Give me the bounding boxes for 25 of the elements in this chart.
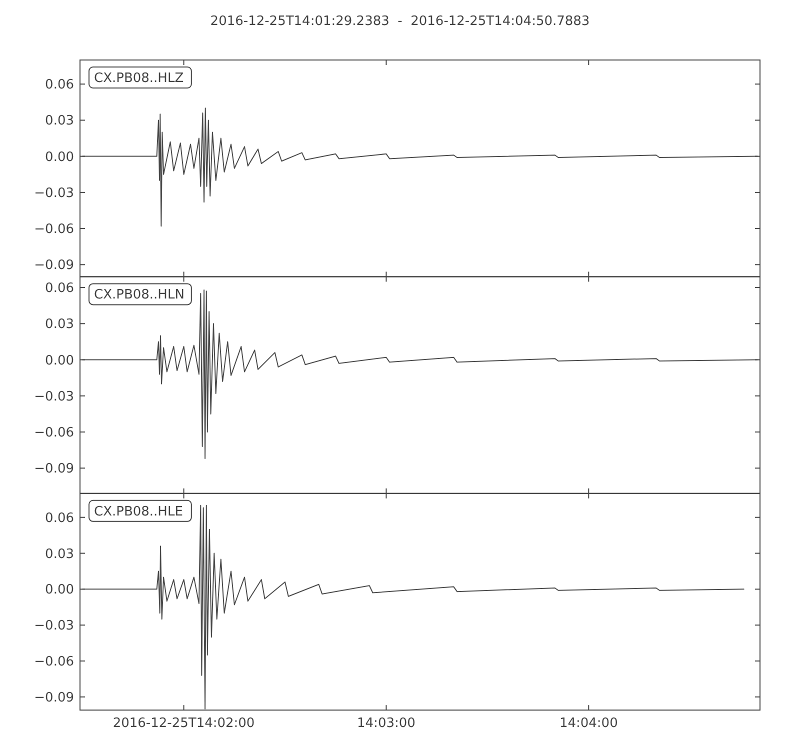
annotation: CX.PB08..HLN bbox=[94, 288, 184, 303]
y-tick-label: 0.03 bbox=[45, 546, 74, 562]
y-tick-label: −0.06 bbox=[34, 426, 74, 441]
annotation: CX.PB08..HLE bbox=[94, 504, 183, 520]
y-tick-label: −0.03 bbox=[34, 186, 74, 201]
chart-title: 2016-12-25T14:01:29.2383 - 2016-12-25T14:04:50.7883 bbox=[210, 14, 590, 29]
y-tick-label: −0.09 bbox=[34, 258, 74, 274]
y-tick-label: −0.03 bbox=[34, 618, 74, 634]
y-tick-label: 0.00 bbox=[45, 582, 74, 598]
x-tick-label: 2016-12-25T14:02:00 bbox=[112, 716, 255, 732]
y-tick-label: −0.09 bbox=[34, 462, 74, 477]
y-tick-label: −0.09 bbox=[34, 690, 74, 706]
y-tick-label: 0.03 bbox=[45, 317, 74, 332]
x-tick-label: 14:04:00 bbox=[559, 716, 618, 732]
x-tick-label: 14:03:00 bbox=[357, 716, 416, 732]
annotation: CX.PB08..HLZ bbox=[94, 71, 184, 86]
y-tick-label: 0.06 bbox=[45, 281, 74, 296]
y-tick-label: 0.06 bbox=[45, 510, 74, 526]
y-tick-label: −0.03 bbox=[34, 389, 74, 404]
y-tick-label: 0.00 bbox=[45, 150, 74, 165]
y-tick-label: −0.06 bbox=[34, 222, 74, 238]
y-tick-label: 0.03 bbox=[45, 114, 74, 129]
y-tick-label: −0.06 bbox=[34, 654, 74, 670]
y-tick-label: 0.06 bbox=[45, 78, 74, 93]
y-tick-label: 0.00 bbox=[45, 353, 74, 368]
